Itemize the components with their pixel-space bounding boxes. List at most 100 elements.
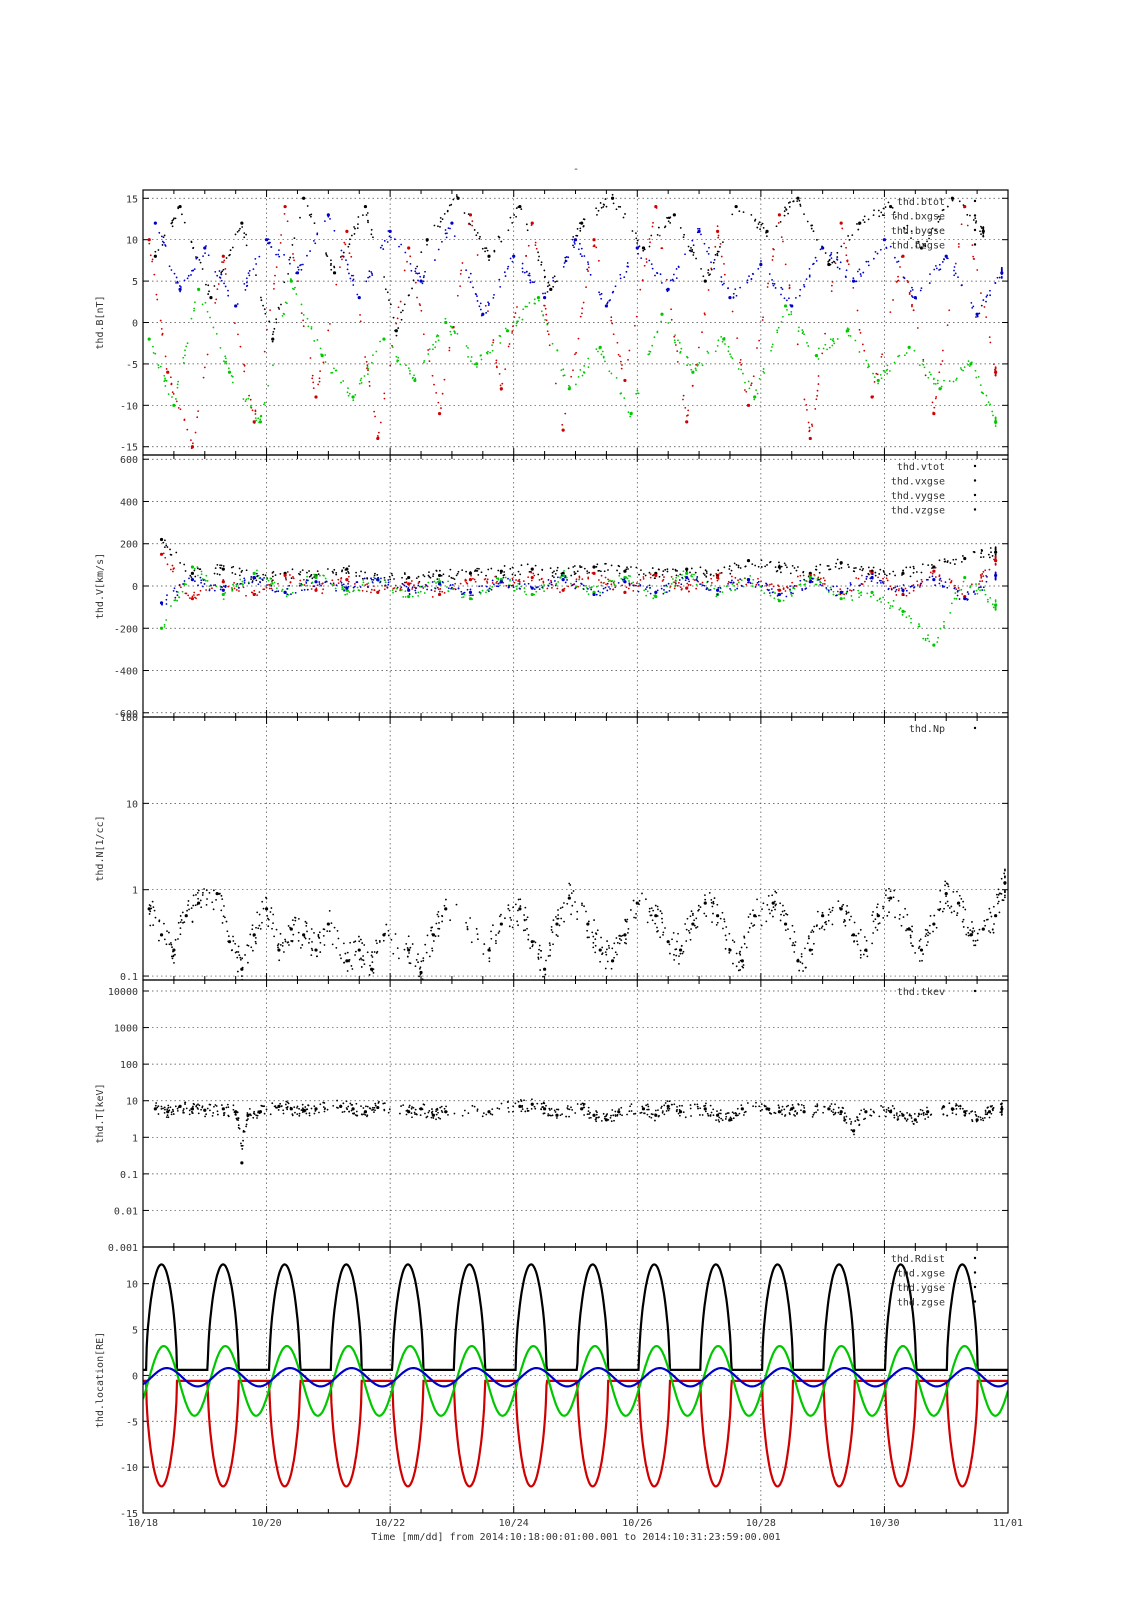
data-point xyxy=(318,377,321,380)
data-point xyxy=(506,267,509,270)
data-point xyxy=(554,580,556,582)
data-point xyxy=(889,604,892,607)
data-point xyxy=(213,589,216,592)
data-point xyxy=(836,338,839,340)
data-point xyxy=(474,293,477,295)
data-point xyxy=(894,586,897,589)
data-point xyxy=(845,246,847,249)
data-point xyxy=(829,568,832,571)
data-point xyxy=(422,361,425,364)
data-point xyxy=(238,590,240,592)
data-point xyxy=(950,911,953,914)
data-point xyxy=(369,964,371,967)
data-point xyxy=(478,591,481,594)
data-point xyxy=(604,360,606,363)
data-point xyxy=(723,337,726,339)
data-point xyxy=(478,237,481,240)
data-point xyxy=(755,583,758,586)
data-point xyxy=(907,345,911,349)
data-point xyxy=(302,578,305,581)
data-point xyxy=(158,231,161,234)
data-point xyxy=(831,280,834,283)
data-point xyxy=(585,584,588,587)
data-point xyxy=(825,923,828,926)
data-point xyxy=(870,575,874,580)
data-point xyxy=(171,391,174,394)
data-point xyxy=(615,208,618,211)
data-point xyxy=(256,574,259,577)
data-point xyxy=(695,917,698,920)
data-point xyxy=(511,330,514,333)
data-point xyxy=(197,1108,199,1110)
data-point xyxy=(938,218,941,221)
data-point xyxy=(376,942,378,945)
data-point xyxy=(915,297,918,300)
data-point xyxy=(821,911,824,914)
data-point xyxy=(206,353,209,356)
data-point xyxy=(263,1112,266,1115)
data-point xyxy=(508,343,511,345)
data-point xyxy=(940,363,942,366)
data-point xyxy=(998,276,1001,279)
data-point xyxy=(656,233,659,236)
data-point xyxy=(365,590,368,593)
data-point xyxy=(314,580,318,584)
data-point xyxy=(852,570,855,573)
data-point xyxy=(260,296,262,299)
data-point xyxy=(496,580,498,583)
data-point xyxy=(602,356,605,359)
data-point xyxy=(270,584,273,587)
data-point xyxy=(686,364,688,367)
data-point xyxy=(444,317,447,320)
data-point xyxy=(170,942,172,944)
data-point xyxy=(538,944,541,947)
data-point xyxy=(411,943,414,945)
data-point xyxy=(599,594,601,597)
data-point xyxy=(667,582,670,585)
data-point xyxy=(827,919,830,922)
data-point xyxy=(660,320,662,323)
data-point xyxy=(251,580,254,582)
data-point xyxy=(227,935,230,938)
data-point xyxy=(463,591,466,594)
data-point xyxy=(530,221,534,225)
data-point xyxy=(971,930,974,933)
data-point xyxy=(246,961,249,964)
data-point xyxy=(604,586,607,589)
data-point xyxy=(628,584,631,586)
data-point xyxy=(829,263,832,266)
y-tick-label: 600 xyxy=(120,455,138,466)
data-point xyxy=(556,280,558,283)
data-point xyxy=(670,308,673,311)
data-point xyxy=(871,569,874,572)
data-point xyxy=(768,908,771,911)
data-point xyxy=(885,889,887,892)
data-point xyxy=(510,584,513,587)
data-point xyxy=(428,571,430,574)
data-point xyxy=(439,216,442,219)
data-point xyxy=(827,589,830,592)
data-point xyxy=(190,1107,195,1111)
data-point xyxy=(333,584,335,586)
data-point xyxy=(984,569,987,572)
data-point xyxy=(691,914,694,917)
data-point xyxy=(249,1113,252,1116)
data-point xyxy=(758,339,761,342)
data-point xyxy=(483,943,486,945)
data-point xyxy=(928,576,931,579)
data-point xyxy=(353,1112,355,1115)
data-point xyxy=(197,901,201,905)
data-point xyxy=(456,572,459,575)
data-point xyxy=(511,926,514,929)
data-point xyxy=(605,562,607,565)
data-point xyxy=(407,582,411,586)
data-point xyxy=(193,567,196,570)
data-point xyxy=(811,224,814,227)
data-point xyxy=(727,350,730,353)
data-point xyxy=(530,586,534,590)
data-point xyxy=(516,909,519,912)
data-point xyxy=(333,265,335,268)
data-point xyxy=(437,573,442,578)
data-point xyxy=(769,594,772,597)
data-point xyxy=(279,943,282,946)
